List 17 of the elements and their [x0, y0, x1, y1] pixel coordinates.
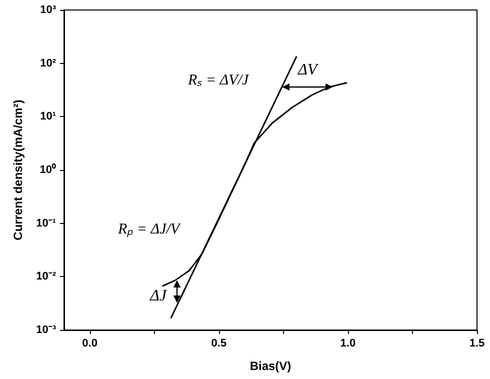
annotation: Rₛ = ΔV/J — [187, 72, 250, 88]
y-tick-label: 10⁻² — [36, 270, 56, 283]
x-tick-label: 1.0 — [340, 338, 356, 350]
y-tick-label: 10¹ — [40, 110, 56, 123]
y-tick-label: 10⁰ — [40, 163, 56, 176]
x-axis-title: Bias(V) — [250, 359, 292, 373]
annotation: ΔJ — [149, 288, 168, 304]
y-axis-title: Current density(mA/cm²) — [11, 100, 25, 240]
y-tick-label: 10⁻³ — [36, 324, 56, 336]
y-tick-label: 10⁻¹ — [36, 217, 56, 230]
x-tick-label: 1.5 — [469, 338, 485, 350]
x-tick-label: 0.5 — [211, 338, 227, 350]
y-tick-label: 10³ — [40, 4, 56, 16]
y-tick-label: 10² — [40, 57, 56, 70]
x-tick-label: 0.0 — [82, 338, 98, 350]
annotation: ΔV — [297, 62, 320, 78]
annotation: Rₚ = ΔJ/V — [117, 222, 182, 238]
